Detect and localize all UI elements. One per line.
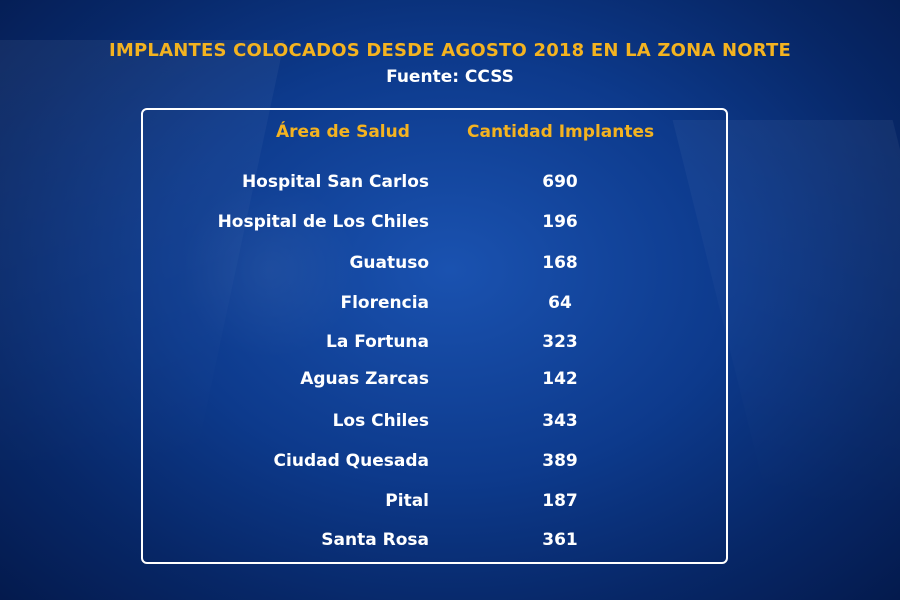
row-implant-count: 187: [542, 491, 578, 511]
row-implant-count: 142: [542, 369, 578, 389]
row-implant-count: 64: [548, 293, 572, 313]
table-row: La Fortuna 323: [0, 329, 900, 355]
chart-header: IMPLANTES COLOCADOS DESDE AGOSTO 2018 EN…: [0, 38, 900, 90]
row-implant-count: 196: [542, 212, 578, 232]
table-row: Ciudad Quesada 389: [0, 448, 900, 474]
table-row: Santa Rosa 361: [0, 527, 900, 553]
chart-title: IMPLANTES COLOCADOS DESDE AGOSTO 2018 EN…: [109, 40, 791, 61]
row-area-name: Pital: [385, 491, 429, 511]
table-row: Guatuso 168: [0, 250, 900, 276]
row-implant-count: 389: [542, 451, 578, 471]
table-row: Hospital San Carlos 690: [0, 169, 900, 195]
row-area-name: La Fortuna: [325, 332, 429, 352]
column-header-quantity: Cantidad Implantes: [467, 122, 655, 142]
row-implant-count: 361: [542, 530, 578, 550]
table-frame: [141, 108, 728, 564]
row-area-name: Ciudad Quesada: [273, 451, 429, 471]
row-area-name: Los Chiles: [332, 411, 429, 431]
row-implant-count: 323: [542, 332, 578, 352]
row-area-name: Santa Rosa: [321, 530, 429, 550]
row-area-name: Florencia: [340, 293, 429, 313]
table-row: Pital 187: [0, 488, 900, 514]
row-area-name: Guatuso: [349, 253, 429, 273]
row-area-name: Hospital de Los Chiles: [217, 212, 429, 232]
column-header-area: Área de Salud: [276, 122, 410, 142]
row-area-name: Hospital San Carlos: [241, 172, 429, 192]
table-row: Los Chiles 343: [0, 408, 900, 434]
table-row: Aguas Zarcas 142: [0, 366, 900, 392]
table-row: Hospital de Los Chiles 196: [0, 209, 900, 235]
chart-source: Fuente: CCSS: [386, 67, 514, 87]
row-implant-count: 343: [542, 411, 578, 431]
table-row: Florencia 64: [0, 290, 900, 316]
row-implant-count: 168: [542, 253, 578, 273]
row-area-name: Aguas Zarcas: [300, 369, 429, 389]
row-implant-count: 690: [542, 172, 578, 192]
